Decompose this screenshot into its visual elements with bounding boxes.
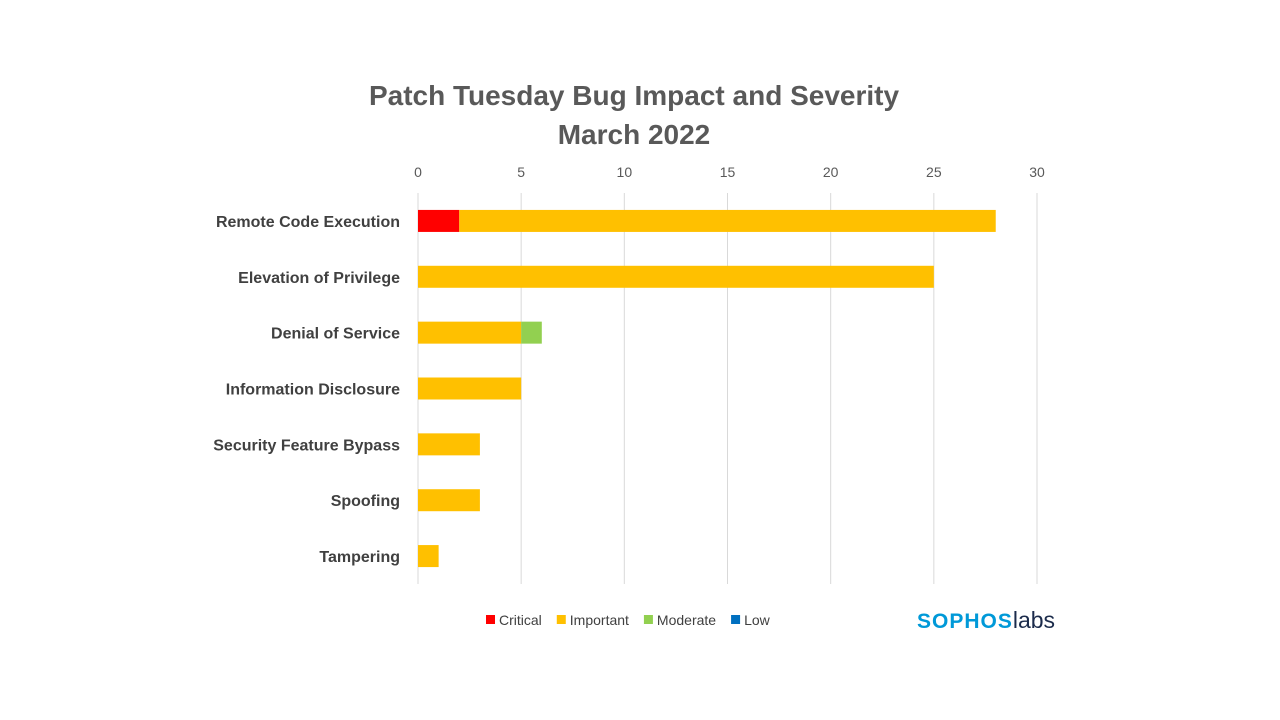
x-axis-ticks: 0 5 10 15 20 25 30	[414, 164, 1045, 180]
gridlines	[417, 193, 1038, 584]
category-labels: Remote Code Execution Elevation of Privil…	[213, 214, 400, 566]
x-tick-label-30: 30	[1029, 164, 1045, 180]
x-tick-label-20: 20	[823, 164, 839, 180]
legend-swatch-critical	[486, 615, 495, 624]
legend-item-important: Important	[556, 612, 629, 628]
legend-item-moderate: Moderate	[643, 612, 716, 628]
bar-critical-0	[418, 209, 460, 232]
x-tick-label-15: 15	[720, 164, 736, 180]
chart-title-line-1: Patch Tuesday Bug Impact and Severity	[369, 80, 900, 111]
bars	[418, 209, 996, 568]
category-label-2: Denial of Service	[271, 326, 400, 343]
chart-title-line-2: March 2022	[558, 119, 711, 150]
legend-swatch-moderate	[643, 615, 653, 624]
bar-important-3	[418, 377, 522, 400]
bar-moderate-2	[521, 321, 542, 344]
legend-label-low: Low	[744, 612, 771, 628]
x-tick-label-0: 0	[414, 164, 422, 180]
sophoslabs-logo: SOPHOSlabs	[917, 607, 1055, 633]
category-label-0: Remote Code Execution	[216, 214, 400, 231]
bar-important-6	[418, 545, 439, 568]
legend-item-critical: Critical	[486, 612, 542, 628]
x-tick-label-5: 5	[517, 164, 525, 180]
category-label-3: Information Disclosure	[226, 382, 400, 399]
legend-label-critical: Critical	[499, 612, 542, 628]
svg-text:SOPHOSlabs: SOPHOSlabs	[917, 607, 1055, 633]
legend-swatch-important	[556, 615, 566, 624]
x-tick-label-25: 25	[926, 164, 942, 180]
bar-important-0	[459, 209, 996, 232]
bar-important-4	[418, 433, 480, 456]
category-label-4: Security Feature Bypass	[213, 437, 400, 454]
category-label-6: Tampering	[319, 549, 400, 566]
legend-item-low: Low	[731, 612, 771, 628]
bar-important-1	[418, 265, 934, 288]
legend-label-important: Important	[570, 612, 629, 628]
legend-swatch-low	[731, 615, 741, 624]
bar-important-5	[418, 489, 480, 512]
category-label-5: Spoofing	[331, 493, 400, 510]
category-label-1: Elevation of Privilege	[238, 270, 400, 287]
logo-part-labs: labs	[1013, 607, 1055, 633]
x-tick-label-10: 10	[617, 164, 633, 180]
logo-part-sophos: SOPHOS	[917, 610, 1013, 633]
legend-label-moderate: Moderate	[657, 612, 716, 628]
bar-important-2	[418, 321, 522, 344]
legend: Critical Important Moderate Low	[486, 612, 771, 628]
